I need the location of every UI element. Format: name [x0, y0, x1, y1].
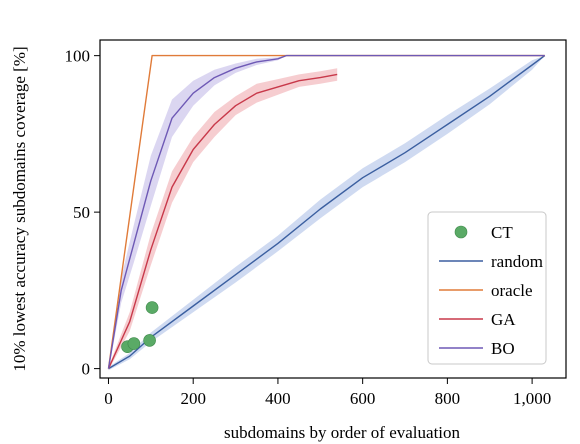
legend: CT random oracle GA BO	[427, 211, 547, 365]
x-axis-label: subdomains by order of evaluation	[224, 423, 461, 442]
legend-random-label: random	[491, 252, 543, 271]
x-tick-label: 400	[265, 389, 291, 408]
x-tick-label: 200	[180, 389, 206, 408]
legend-oracle-label: oracle	[491, 281, 533, 300]
ct-point	[127, 337, 141, 350]
legend-ga-label: GA	[491, 310, 516, 329]
ga-line	[107, 73, 338, 369]
plot-frame	[99, 39, 567, 379]
legend-ct-label: CT	[491, 223, 513, 242]
legend-ct-marker	[454, 225, 468, 239]
bo-line	[107, 54, 545, 369]
y-tick-label: 0	[82, 360, 91, 379]
random-band	[108, 55, 545, 371]
y-tick-label: 50	[73, 203, 90, 222]
x-axis-ticks: 0 200 400 600 800 1,000	[104, 378, 551, 408]
y-tick-label: 100	[65, 47, 91, 66]
ct-point	[145, 301, 159, 314]
legend-box	[427, 211, 547, 365]
confidence-bands	[108, 55, 545, 371]
ct-point	[143, 334, 156, 347]
ct-points	[121, 301, 159, 354]
legend-bo-label: BO	[491, 339, 515, 358]
y-axis-ticks: 0 50 100	[65, 47, 100, 379]
y-axis-label: 10% lowest accuracy subdomains coverage …	[10, 46, 29, 371]
x-tick-label: 800	[435, 389, 461, 408]
x-tick-label: 0	[104, 389, 113, 408]
x-tick-label: 1,000	[513, 389, 551, 408]
x-tick-label: 600	[350, 389, 376, 408]
